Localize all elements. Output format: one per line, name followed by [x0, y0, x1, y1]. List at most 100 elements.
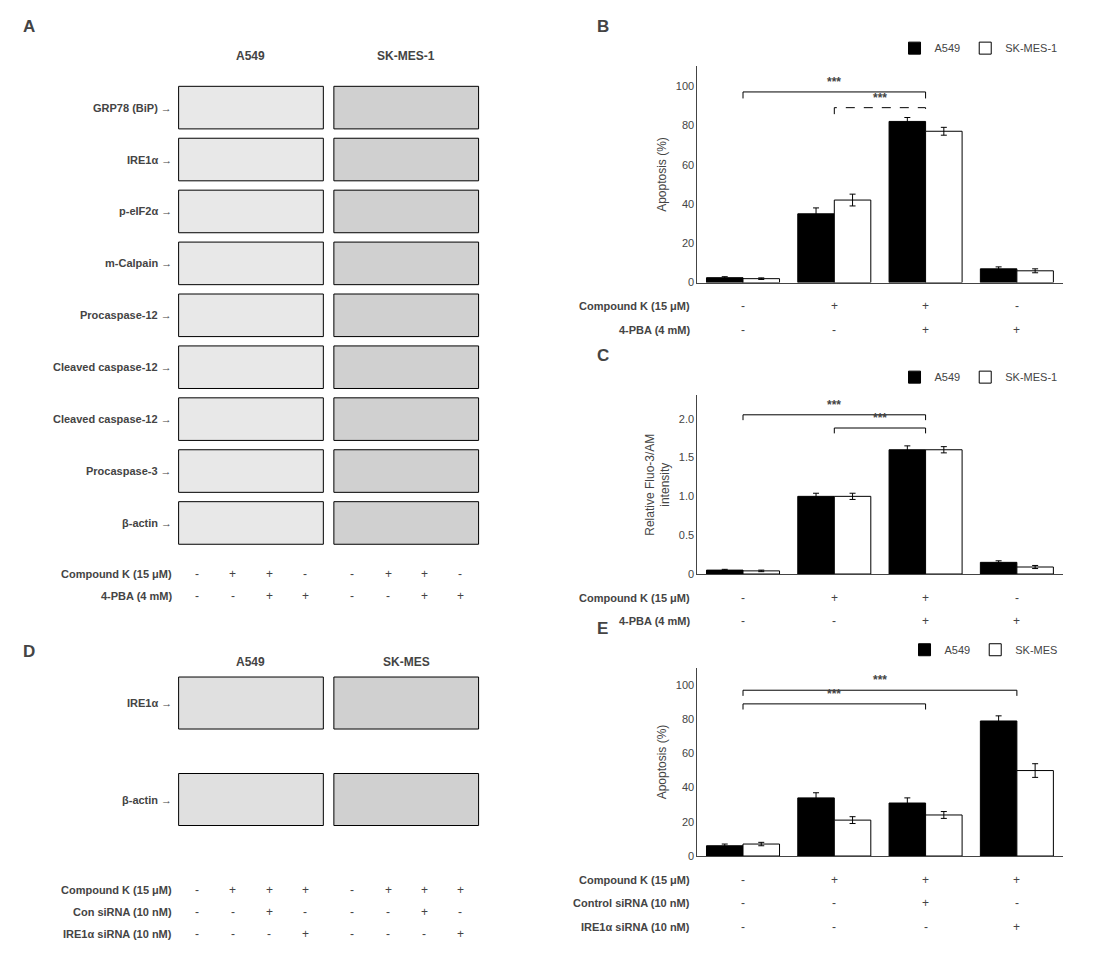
svg-text:+: + — [922, 323, 929, 337]
svg-text:+: + — [266, 589, 273, 603]
svg-text:A549: A549 — [236, 49, 265, 63]
svg-text:A: A — [23, 17, 35, 36]
svg-text:+: + — [922, 299, 929, 313]
svg-text:Compound K (15 μM): Compound K (15 μM) — [579, 874, 690, 886]
svg-text:2.0: 2.0 — [679, 413, 694, 425]
svg-text:p-eIF2α →: p-eIF2α → — [119, 205, 172, 217]
svg-text:IRE1α →: IRE1α → — [127, 154, 172, 166]
svg-text:-: - — [231, 905, 235, 919]
svg-text:SK-MES-1: SK-MES-1 — [377, 49, 435, 63]
svg-text:4-PBA (4 mM): 4-PBA (4 mM) — [619, 324, 690, 336]
svg-text:-: - — [303, 567, 307, 581]
svg-text:A549: A549 — [935, 371, 961, 383]
svg-text:-: - — [386, 905, 390, 919]
svg-text:+: + — [922, 591, 929, 605]
svg-text:+: + — [457, 927, 464, 941]
svg-text:Apoptosis (%): Apoptosis (%) — [655, 725, 669, 800]
svg-text:-: - — [350, 883, 354, 897]
svg-text:-: - — [350, 589, 354, 603]
svg-text:+: + — [421, 883, 428, 897]
svg-text:-: - — [741, 591, 745, 605]
svg-text:+: + — [302, 589, 309, 603]
svg-text:4-PBA (4 mM): 4-PBA (4 mM) — [619, 615, 690, 627]
svg-text:-: - — [741, 920, 745, 934]
svg-text:60: 60 — [682, 747, 694, 759]
svg-text:-: - — [267, 927, 271, 941]
svg-text:-: - — [386, 589, 390, 603]
svg-text:A549: A549 — [935, 42, 961, 54]
svg-text:IRE1α →: IRE1α → — [127, 697, 172, 709]
svg-text:+: + — [1013, 323, 1020, 337]
svg-text:SK-MES-1: SK-MES-1 — [1005, 371, 1057, 383]
svg-text:-: - — [231, 927, 235, 941]
svg-text:+: + — [229, 883, 236, 897]
svg-text:+: + — [1013, 614, 1020, 628]
svg-text:C: C — [597, 346, 609, 365]
svg-text:80: 80 — [682, 713, 694, 725]
svg-text:β-actin →: β-actin → — [122, 517, 172, 529]
svg-text:***: *** — [873, 411, 887, 425]
svg-text:-: - — [832, 614, 836, 628]
svg-text:+: + — [385, 567, 392, 581]
svg-text:-: - — [195, 567, 199, 581]
svg-text:-: - — [458, 567, 462, 581]
svg-text:100: 100 — [676, 80, 694, 92]
svg-text:-: - — [195, 589, 199, 603]
svg-text:+: + — [421, 905, 428, 919]
svg-text:-: - — [350, 927, 354, 941]
svg-text:+: + — [831, 299, 838, 313]
svg-text:A549: A549 — [236, 655, 265, 669]
svg-text:60: 60 — [682, 159, 694, 171]
svg-text:IRE1α siRNA (10 nM): IRE1α siRNA (10 nM) — [581, 921, 690, 933]
svg-text:Compound K (15 μM): Compound K (15 μM) — [61, 884, 172, 896]
svg-text:Compound K (15 μM): Compound K (15 μM) — [61, 568, 172, 580]
svg-text:+: + — [457, 883, 464, 897]
svg-text:80: 80 — [682, 119, 694, 131]
svg-text:+: + — [421, 589, 428, 603]
svg-text:20: 20 — [682, 237, 694, 249]
svg-text:+: + — [831, 873, 838, 887]
svg-text:40: 40 — [682, 781, 694, 793]
svg-text:-: - — [832, 323, 836, 337]
svg-text:SK-MES: SK-MES — [1015, 644, 1057, 656]
svg-text:-: - — [458, 905, 462, 919]
svg-text:***: *** — [827, 75, 841, 89]
svg-text:-: - — [741, 896, 745, 910]
svg-text:-: - — [303, 905, 307, 919]
svg-text:β-actin →: β-actin → — [122, 794, 172, 806]
svg-text:-: - — [741, 873, 745, 887]
svg-text:20: 20 — [682, 816, 694, 828]
svg-text:-: - — [741, 323, 745, 337]
svg-text:+: + — [457, 589, 464, 603]
svg-text:m-Calpain →: m-Calpain → — [105, 257, 172, 269]
svg-text:0.5: 0.5 — [679, 529, 694, 541]
svg-text:+: + — [266, 883, 273, 897]
svg-text:1.5: 1.5 — [679, 451, 694, 463]
svg-text:+: + — [922, 896, 929, 910]
svg-text:-: - — [195, 927, 199, 941]
svg-text:A549: A549 — [945, 644, 971, 656]
svg-text:D: D — [23, 642, 35, 661]
svg-text:***: *** — [827, 398, 841, 412]
svg-text:***: *** — [873, 91, 887, 105]
svg-text:0: 0 — [688, 850, 694, 862]
svg-text:Compound K (15 μM): Compound K (15 μM) — [579, 592, 690, 604]
svg-text:+: + — [922, 873, 929, 887]
svg-text:4-PBA (4 mM): 4-PBA (4 mM) — [101, 590, 172, 602]
svg-text:Apoptosis (%): Apoptosis (%) — [655, 137, 669, 212]
svg-text:0: 0 — [688, 276, 694, 288]
svg-text:-: - — [386, 927, 390, 941]
svg-text:Compound K (15 μM): Compound K (15 μM) — [579, 300, 690, 312]
svg-text:-: - — [741, 299, 745, 313]
svg-text:-: - — [195, 905, 199, 919]
svg-text:B: B — [597, 17, 609, 36]
svg-text:Cleaved caspase-12 →: Cleaved caspase-12 → — [53, 413, 172, 425]
svg-text:Procaspase-3 →: Procaspase-3 → — [86, 465, 172, 477]
svg-text:-: - — [231, 589, 235, 603]
svg-text:0: 0 — [688, 568, 694, 580]
svg-text:-: - — [350, 567, 354, 581]
svg-text:+: + — [831, 591, 838, 605]
svg-text:SK-MES-1: SK-MES-1 — [1005, 42, 1057, 54]
svg-text:+: + — [385, 883, 392, 897]
svg-text:+: + — [266, 567, 273, 581]
